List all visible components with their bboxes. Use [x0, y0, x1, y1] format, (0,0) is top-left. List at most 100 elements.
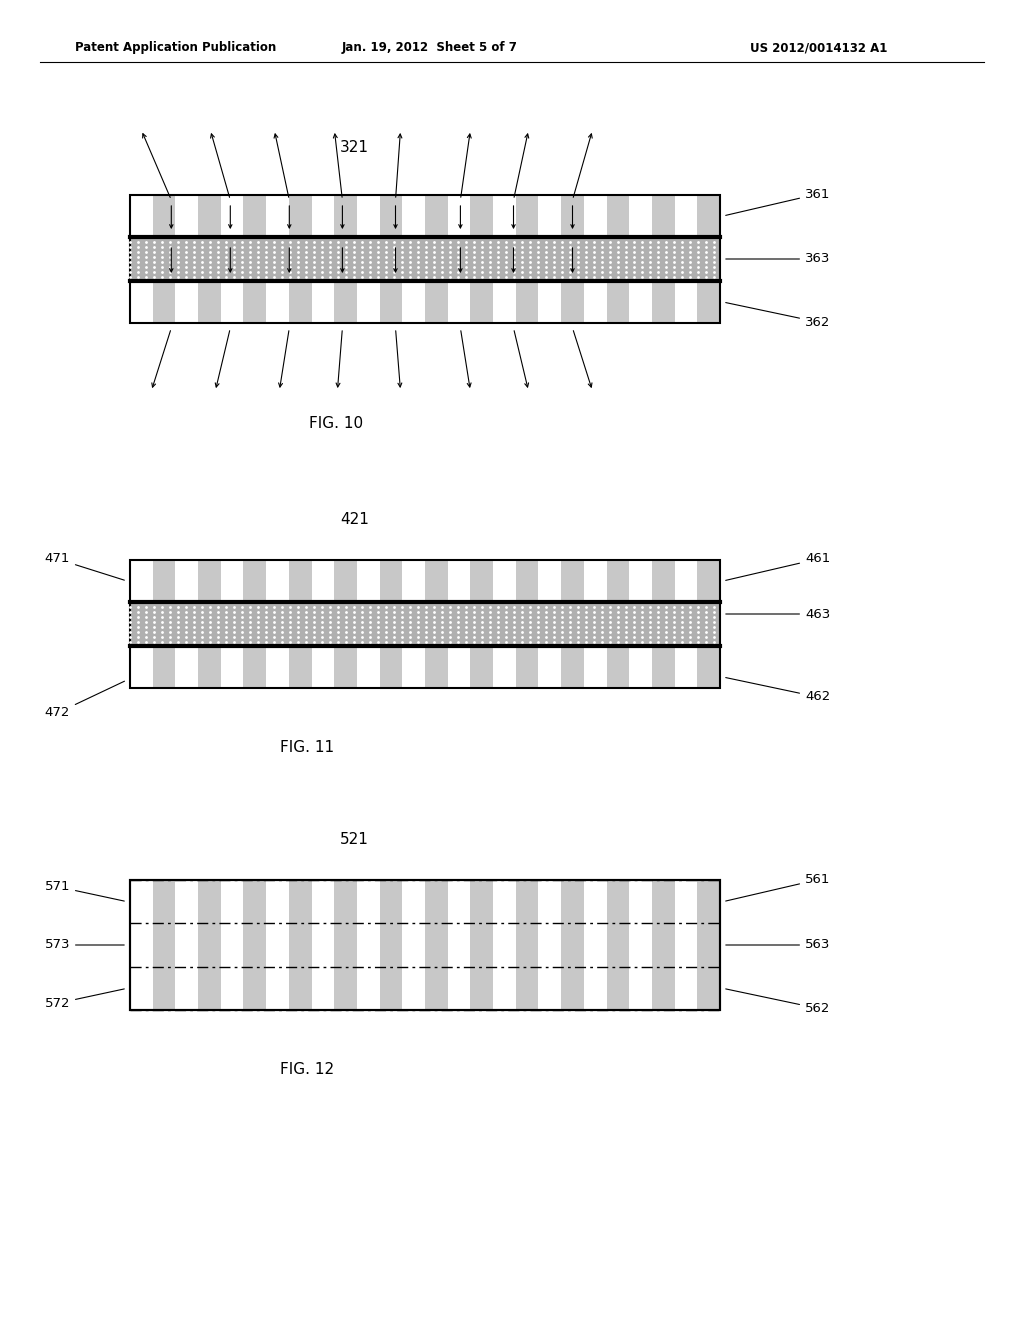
Bar	[244, 880, 266, 1010]
Bar	[130, 560, 720, 602]
Bar	[425, 281, 447, 323]
Bar	[539, 281, 561, 323]
Bar	[175, 880, 198, 1010]
Bar	[516, 880, 539, 1010]
Text: 321: 321	[340, 140, 369, 156]
Bar	[629, 645, 652, 688]
Bar	[629, 195, 652, 238]
Bar	[425, 880, 447, 1010]
Bar	[380, 281, 402, 323]
Bar	[584, 281, 606, 323]
Bar	[357, 281, 380, 323]
Bar	[697, 560, 720, 602]
Bar	[130, 281, 720, 323]
Bar	[175, 560, 198, 602]
Bar	[675, 560, 697, 602]
Text: 472: 472	[45, 681, 125, 719]
Bar	[402, 195, 425, 238]
Bar	[380, 560, 402, 602]
Bar	[675, 880, 697, 1010]
Bar	[470, 195, 494, 238]
Bar	[311, 880, 334, 1010]
Text: 562: 562	[726, 989, 830, 1015]
Bar	[470, 645, 494, 688]
Bar	[244, 281, 266, 323]
Text: 561: 561	[726, 873, 830, 902]
Text: Patent Application Publication: Patent Application Publication	[75, 41, 276, 54]
Bar	[130, 880, 720, 1010]
Bar	[606, 880, 629, 1010]
Bar	[561, 645, 584, 688]
Bar	[697, 880, 720, 1010]
Bar	[130, 880, 720, 1010]
Bar	[561, 281, 584, 323]
Bar	[470, 281, 494, 323]
Bar	[334, 645, 357, 688]
Bar	[244, 195, 266, 238]
Bar	[629, 880, 652, 1010]
Bar	[447, 560, 470, 602]
Bar	[130, 560, 153, 602]
Text: 421: 421	[340, 512, 369, 528]
Text: 571: 571	[44, 880, 124, 902]
Bar	[130, 645, 720, 688]
Bar	[606, 195, 629, 238]
Text: 463: 463	[726, 607, 830, 620]
Text: 573: 573	[44, 939, 124, 952]
Bar	[153, 560, 175, 602]
Bar	[606, 560, 629, 602]
Bar	[675, 645, 697, 688]
Bar	[652, 880, 675, 1010]
Bar	[494, 880, 516, 1010]
Bar	[697, 195, 720, 238]
Bar	[130, 195, 153, 238]
Bar	[175, 645, 198, 688]
Bar	[334, 281, 357, 323]
Text: FIG. 11: FIG. 11	[280, 741, 334, 755]
Text: 572: 572	[44, 989, 124, 1010]
Bar	[675, 195, 697, 238]
Bar	[629, 560, 652, 602]
Bar	[494, 645, 516, 688]
Bar	[357, 195, 380, 238]
Bar	[675, 281, 697, 323]
Bar	[221, 880, 244, 1010]
Bar	[130, 195, 720, 238]
Bar	[425, 195, 447, 238]
Text: 363: 363	[726, 252, 830, 265]
Bar	[380, 880, 402, 1010]
Bar	[175, 195, 198, 238]
Bar	[380, 195, 402, 238]
Bar	[289, 195, 311, 238]
Bar	[334, 195, 357, 238]
Bar	[470, 560, 494, 602]
Bar	[130, 645, 720, 688]
Bar	[266, 880, 289, 1010]
Bar	[153, 281, 175, 323]
Bar	[289, 281, 311, 323]
Bar	[153, 880, 175, 1010]
Bar	[697, 645, 720, 688]
Text: Jan. 19, 2012  Sheet 5 of 7: Jan. 19, 2012 Sheet 5 of 7	[342, 41, 518, 54]
Bar	[198, 281, 221, 323]
Bar	[221, 560, 244, 602]
Bar	[539, 880, 561, 1010]
Bar	[516, 281, 539, 323]
Bar	[198, 560, 221, 602]
Bar	[652, 195, 675, 238]
Bar	[402, 281, 425, 323]
Bar	[130, 560, 720, 602]
Bar	[130, 602, 720, 645]
Bar	[198, 645, 221, 688]
Text: FIG. 12: FIG. 12	[280, 1063, 334, 1077]
Bar	[584, 560, 606, 602]
Text: 471: 471	[45, 553, 124, 581]
Bar	[153, 195, 175, 238]
Bar	[130, 195, 720, 238]
Bar	[198, 195, 221, 238]
Bar	[494, 195, 516, 238]
Bar	[652, 560, 675, 602]
Text: FIG. 10: FIG. 10	[309, 416, 364, 430]
Text: 462: 462	[726, 677, 830, 704]
Bar	[606, 281, 629, 323]
